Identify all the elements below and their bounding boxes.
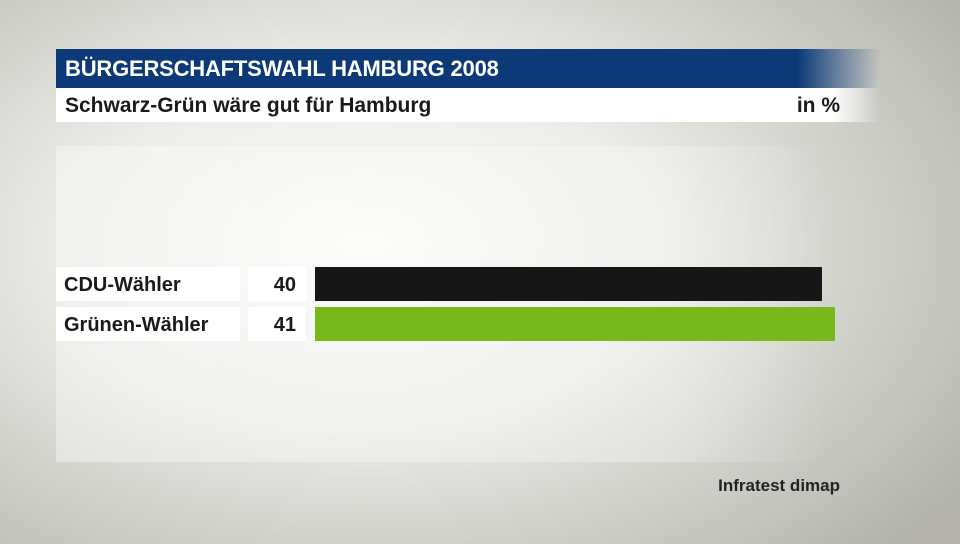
value-label: 41: [273, 314, 296, 336]
category-label-box: CDU-Wähler: [56, 267, 240, 301]
chart-title: BÜRGERSCHAFTSWAHL HAMBURG 2008: [65, 56, 499, 81]
plot-area: [56, 146, 826, 462]
value-label-box: 41: [248, 307, 306, 341]
bar-gruene: [315, 307, 835, 341]
category-label-box: Grünen-Wähler: [56, 307, 240, 341]
value-label: 40: [273, 274, 296, 296]
title-bar: BÜRGERSCHAFTSWAHL HAMBURG 2008: [56, 49, 880, 88]
subtitle-bar: Schwarz-Grün wäre gut für Hamburg in %: [56, 88, 880, 122]
category-label: CDU-Wähler: [64, 274, 181, 296]
value-label-box: 40: [248, 267, 306, 301]
chart-subtitle: Schwarz-Grün wäre gut für Hamburg: [65, 94, 432, 117]
bar-cdu: [315, 267, 823, 301]
unit-label: in %: [796, 94, 840, 117]
source-label: Infratest dimap: [718, 476, 840, 495]
category-label: Grünen-Wähler: [64, 314, 209, 336]
